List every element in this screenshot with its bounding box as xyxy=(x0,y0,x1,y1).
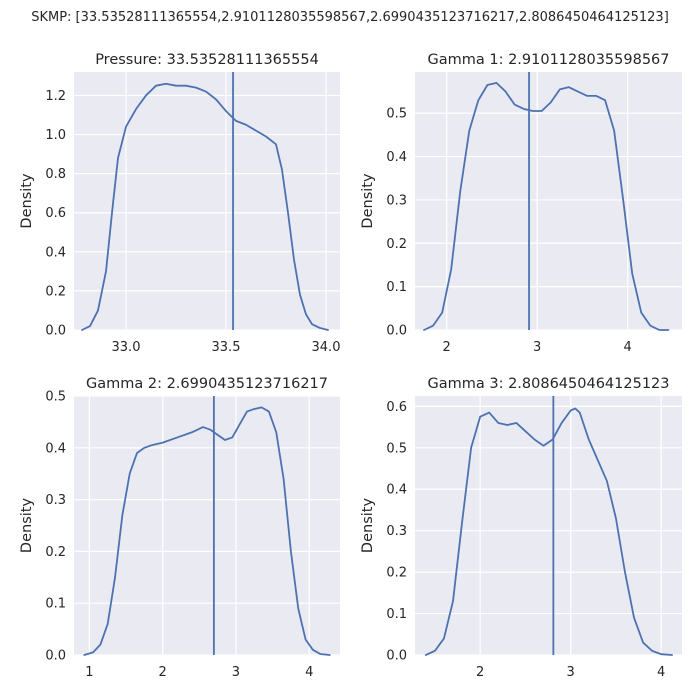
subplot-3: 0.0 0.1 0.2 0.3 0.4 0.5 1 2 3 4 Gamma 2: 2.6990435… xyxy=(19,376,340,680)
x-tick-label: 33.0 xyxy=(112,340,141,355)
y-axis-label: Density xyxy=(360,173,376,229)
y-axis-label: Density xyxy=(19,173,35,229)
x-tick-label: 4 xyxy=(305,665,313,680)
y-tick-label: 0.0 xyxy=(386,324,407,339)
plot-area xyxy=(415,72,682,330)
subplot-2: 0.0 0.1 0.2 0.3 0.4 0.5 2 3 4 Gamma 1: 2.91011280… xyxy=(360,52,682,355)
subplot-title: Gamma 1: 2.9101128035598567 xyxy=(427,52,669,68)
x-tick-label: 33.5 xyxy=(212,340,241,355)
y-tick-label: 0.2 xyxy=(45,545,66,560)
density-curve xyxy=(81,82,329,331)
x-tick-label: 4 xyxy=(657,665,665,680)
y-tick-label: 0.5 xyxy=(386,107,407,122)
y-tick-label: 0.3 xyxy=(45,493,66,508)
x-tick-label: 3 xyxy=(232,665,240,680)
y-tick-label: 1.2 xyxy=(45,89,66,104)
y-tick-label: 0.0 xyxy=(45,649,66,664)
y-tick-label: 0.4 xyxy=(386,483,407,498)
subplot-title: Gamma 3: 2.8086450464125123 xyxy=(427,376,669,392)
density-curve xyxy=(423,81,670,331)
x-tick-label: 2 xyxy=(443,340,451,355)
x-tick-label: 2 xyxy=(159,665,167,680)
y-tick-label: 0.1 xyxy=(386,280,407,295)
subplot-title: Gamma 2: 2.6990435123716217 xyxy=(86,376,328,392)
x-tick-label: 4 xyxy=(624,340,632,355)
plot-area xyxy=(74,396,340,655)
y-tick-label: 0.0 xyxy=(386,649,407,664)
y-tick-label: 0.1 xyxy=(45,597,66,612)
x-tick-label: 2 xyxy=(476,665,484,680)
y-tick-label: 0.3 xyxy=(386,524,407,539)
subplot-title: Pressure: 33.53528111365554 xyxy=(95,52,319,68)
y-tick-label: 0.5 xyxy=(45,390,66,405)
figure-suptitle: SKMP: [33.53528111365554,2.9101128035598… xyxy=(31,10,669,25)
plot-area xyxy=(415,396,682,655)
subplot-4: 0.0 0.1 0.2 0.3 0.4 0.5 0.6 2 3 4 Gamma 3: 2.80864… xyxy=(360,376,682,680)
subplot-1: 0.0 0.2 0.4 0.6 0.8 1.0 1.2 33.0 33.5 34.0 Pressur… xyxy=(19,52,340,355)
y-tick-label: 0.4 xyxy=(386,150,407,165)
x-tick-label: 3 xyxy=(533,340,541,355)
y-tick-label: 0.4 xyxy=(45,245,66,260)
y-tick-label: 0.0 xyxy=(45,324,66,339)
x-tick-label: 34.0 xyxy=(312,340,341,355)
y-tick-label: 0.2 xyxy=(386,237,407,252)
y-tick-label: 0.1 xyxy=(386,607,407,622)
y-tick-label: 0.8 xyxy=(45,167,66,182)
y-tick-label: 0.2 xyxy=(45,284,66,299)
density-curve xyxy=(83,406,331,656)
y-tick-label: 0.6 xyxy=(386,400,407,415)
y-tick-label: 0.2 xyxy=(386,566,407,581)
x-tick-label: 3 xyxy=(567,665,575,680)
y-tick-label: 0.3 xyxy=(386,193,407,208)
y-tick-label: 0.6 xyxy=(45,206,66,221)
y-axis-label: Density xyxy=(360,498,376,554)
y-tick-label: 0.5 xyxy=(386,441,407,456)
x-tick-label: 1 xyxy=(85,665,93,680)
y-tick-label: 0.4 xyxy=(45,441,66,456)
y-tick-label: 1.0 xyxy=(45,128,66,143)
y-axis-label: Density xyxy=(19,498,35,554)
plot-area xyxy=(74,72,340,330)
